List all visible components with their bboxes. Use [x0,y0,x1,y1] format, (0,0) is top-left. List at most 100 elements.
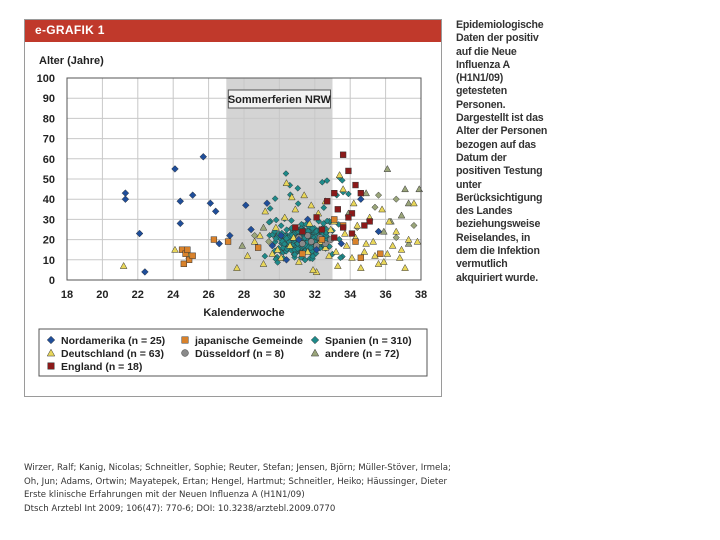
point-japanische [224,238,232,245]
point-nordamerika [226,231,234,240]
point-deutschland [261,207,270,215]
point-japanische [255,244,262,251]
point-deutschland [119,261,128,269]
point-deutschland [250,237,259,245]
point-deutschland [383,249,392,257]
legend-marker-deutschland [46,348,56,357]
point-deutschland [171,245,179,253]
point-england [345,167,352,175]
summer-holiday-annotation: Sommerferien NRW [227,89,332,109]
x-axis-label: Kalenderwoche [203,307,284,319]
figure-header-bar: e-GRAFIK 1 [25,20,441,42]
point-deutschland [339,185,347,193]
point-deutschland [272,223,280,231]
point-england [348,210,356,217]
point-nordamerika [374,227,383,236]
point-spanien [345,190,352,198]
point-deutschland [413,237,422,245]
point-deutschland [378,205,386,213]
point-duesseldorf [304,232,312,239]
point-spanien [301,256,309,264]
y-axis-label: Alter (Jahre) [39,55,104,67]
legend-item-deutschland: Deutschland (n = 63) [46,348,164,360]
point-deutschland [259,259,268,267]
point-spanien [294,245,301,253]
point-deutschland [273,245,282,253]
point-deutschland [397,245,406,253]
point-duesseldorf [299,240,306,247]
citation-source: Dtsch Arztebl Int 2009; 106(47): 770-6; … [24,503,336,514]
point-andere [404,239,413,247]
point-deutschland [360,247,369,255]
annotation-label: Sommerferien NRW [228,94,332,106]
point-england [339,224,347,231]
y-tick-label: 90 [43,93,55,105]
point-deutschland [256,231,264,239]
point-andere [374,191,383,199]
legend-box [38,328,428,377]
point-japanische [185,256,193,263]
data-points [119,151,424,276]
point-spanien [309,253,317,260]
point-andere [380,227,388,235]
figure-panel: e-GRAFIK 1 Sommerferien NRW 0 10 20 30 40 50 6… [24,19,442,397]
x-tick-label: 34 [344,289,357,301]
scatter-chart: Sommerferien NRW 0 10 20 30 40 50 60 70 80 90 100 1… [37,55,428,377]
point-deutschland [342,241,351,249]
point-nordamerika [141,268,149,276]
point-spanien [307,244,315,252]
legend-marker-duesseldorf [181,349,189,357]
y-tick-label: 70 [43,134,55,146]
point-deutschland [401,263,409,271]
point-andere [383,164,392,172]
point-england [352,181,359,189]
point-andere [238,241,247,249]
point-spanien [265,218,273,226]
point-japanische [189,252,196,259]
series-duesseldorf [295,232,335,249]
point-england [357,190,364,197]
point-spanien [261,252,269,260]
point-deutschland [289,233,298,241]
point-andere [397,211,406,219]
x-tick-label: 30 [273,289,285,301]
legend-marker-japanische [181,336,189,344]
point-spanien [294,184,302,192]
point-spanien [282,170,290,177]
point-nordamerika [312,245,321,254]
point-england [313,214,320,221]
legend-label: Spanien (n = 310) [325,335,412,347]
point-japanische [180,260,187,267]
point-england [292,224,299,231]
x-tick-label: 38 [415,289,427,301]
legend-marker-england [47,362,55,370]
x-tick-label: 24 [167,289,180,301]
point-deutschland [295,257,303,265]
point-nordamerika [242,201,250,210]
legend-marker-andere [310,348,320,357]
point-andere [265,238,273,246]
x-tick-label: 20 [96,289,108,301]
point-nordamerika [263,199,271,207]
legend-item-nordamerika: Nordamerika (n = 25) [46,335,165,347]
point-spanien [281,240,288,248]
point-england [366,218,373,225]
point-deutschland [356,263,365,271]
legend-label: England (n = 18) [61,361,142,373]
point-deutschland [374,259,383,267]
y-tick-label: 40 [43,194,55,206]
point-nordamerika [135,229,144,238]
point-spanien [266,205,274,212]
point-deutschland [333,261,342,269]
point-spanien [337,254,344,262]
x-tick-label: 28 [238,289,250,301]
citation-title: Erste klinische Erfahrungen mit der Neue… [24,490,305,501]
point-deutschland [380,257,388,265]
point-deutschland [291,205,300,213]
point-england [331,234,338,241]
x-tick-label: 22 [132,289,144,301]
point-spanien [291,251,299,258]
legend-label: Deutschland (n = 63) [61,348,164,360]
point-deutschland [326,225,335,233]
point-england [324,198,331,205]
